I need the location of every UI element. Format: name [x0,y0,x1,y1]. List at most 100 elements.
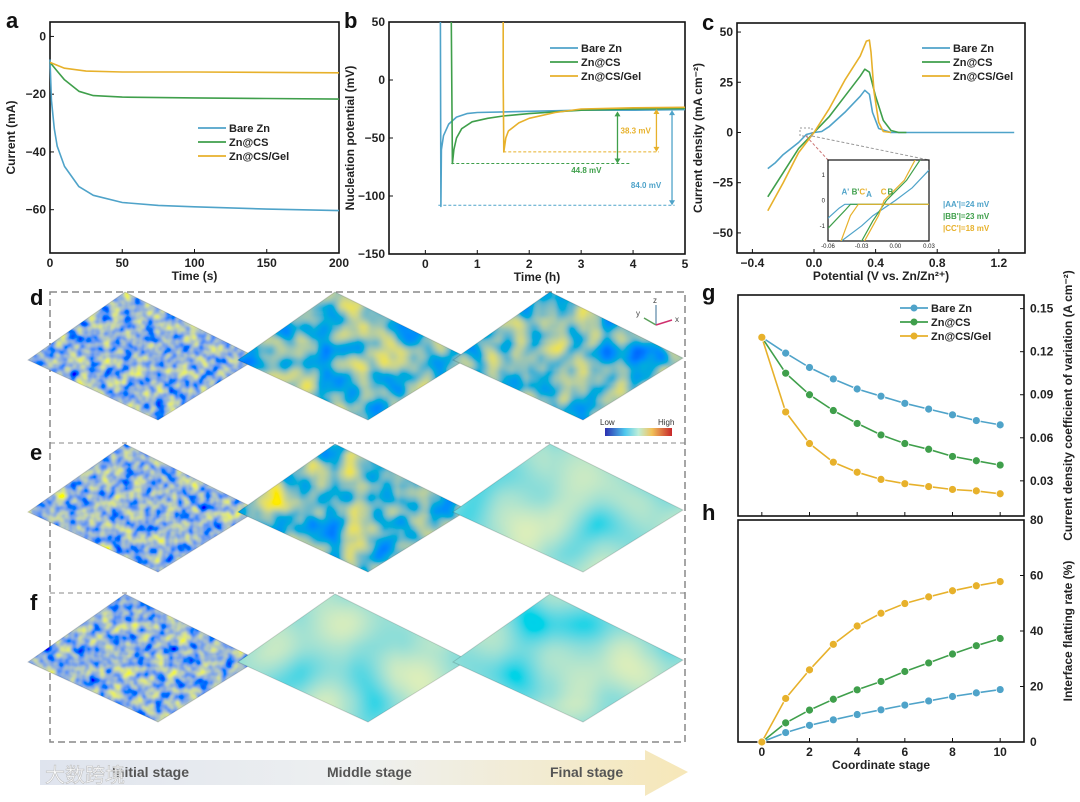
legend-label: Bare Zn [953,43,994,55]
legend-label: Zn@CS [931,317,970,329]
data-point [781,694,791,703]
inset-point-label: B' [852,188,860,197]
inset-x-tick-label: 0.00 [889,244,901,250]
y-tick-label: 80 [1030,513,1044,527]
data-point [852,419,862,428]
stage-arrow: Initial stage Middle stage Final stage 大… [40,750,688,796]
data-point [900,398,910,408]
surface-render [238,292,468,420]
data-point [971,581,981,591]
data-point [900,700,910,710]
surface-texture [453,594,683,722]
legend-marker [910,304,918,312]
surface-texture [453,292,683,420]
panel-label-e: e [30,440,42,465]
data-point [805,665,814,675]
inset-note: |BB'|=23 mV [943,212,990,221]
annotation-label: 84.0 mV [631,181,662,190]
stage-final: Final stage [550,764,623,780]
y-axis-title: Current (mA) [4,100,18,174]
inset-x-tick-label: -0.06 [821,244,835,250]
axis-z-label: z [653,296,657,305]
zoom-connector [805,135,829,161]
plot-frame [388,21,686,255]
data-point [805,720,814,730]
y-axis-title: Interface flatting rate (%) [1061,561,1075,702]
arrow-head [614,158,621,164]
data-point [852,710,862,719]
data-point [924,482,934,491]
stage-initial: Initial stage [112,764,189,780]
y-tick-label: −150 [358,247,385,261]
panel-label-d: d [30,285,43,310]
data-point [781,407,791,417]
data-point [852,384,862,394]
data-point [924,696,934,706]
panel-label-b: b [344,8,357,33]
plot-frame [736,22,1026,254]
data-point [828,374,838,384]
x-axis-title: Potential (V vs. Zn/Zn²⁺) [813,269,949,283]
x-tick-label: 100 [184,256,204,270]
series-line-Zn@CS [49,61,340,100]
data-point [948,649,957,659]
data-point [900,667,910,676]
data-point [805,705,814,715]
data-point [876,705,886,715]
panel-label-c: c [702,10,714,35]
y-tick-label: 20 [1030,680,1044,694]
legend-label: Bare Zn [581,43,622,55]
surface-texture [238,594,468,722]
y-tick-label: 0.09 [1030,388,1054,402]
data-point [971,688,981,698]
inset-point-label: A [866,190,872,199]
y-tick-label: 0.06 [1030,431,1054,445]
chart-b: 0 1 2 3 4 5 50 0 −50 −100 −150 Time (h) Nucleation p… [343,15,689,284]
inset-y-tick-label: 0 [822,199,826,205]
x-tick-label: 200 [329,256,349,270]
y-tick-label: −40 [26,145,47,159]
x-tick-label: 8 [949,745,956,759]
surface-edge [452,443,685,573]
inset-curves [828,160,929,241]
data-point [995,420,1005,430]
y-tick-label: 0 [39,29,46,43]
x-tick-label: 0.0 [806,256,823,270]
inset-x-tick-label: 0.03 [923,244,935,250]
inset-curve [840,203,929,241]
y-tick-label: 60 [1030,569,1044,583]
x-tick-label: 2 [806,745,813,759]
data-point [805,390,814,400]
data-point [781,348,791,358]
x-tick-label: 1 [474,257,481,271]
data-point [995,685,1005,694]
x-tick-label: 10 [993,745,1007,759]
data-point [948,692,957,701]
y-tick-label: 50 [372,15,386,29]
data-point [924,404,934,414]
data-point [948,485,957,494]
surface-render [28,594,258,722]
axis-x-label: x [675,315,679,324]
series-line-Zn@CS/Gel [49,61,340,74]
watermark: 大数跨境 [45,764,125,787]
data-point [852,685,862,695]
y-tick-label: −20 [26,87,47,101]
data-point [876,475,886,484]
series-line-Zn@CS [767,68,907,198]
y-tick-label: 0.03 [1030,474,1054,488]
data-point [924,444,934,454]
x-tick-label: 0 [422,257,429,271]
series-line-Bare Zn [439,21,686,208]
surface-render [238,594,468,722]
arrow-head [653,146,660,152]
y-axis-title: Current density coefficient of variation… [1061,270,1075,541]
y-tick-label: 0.15 [1030,302,1054,316]
series-line-Zn@CS/Gel [767,39,892,212]
surface-texture [28,444,258,572]
zoom-connector [811,135,930,161]
colorbar [605,428,672,436]
data-point [924,658,934,668]
data-point [995,460,1005,470]
axis-triad: z y x [636,296,679,326]
